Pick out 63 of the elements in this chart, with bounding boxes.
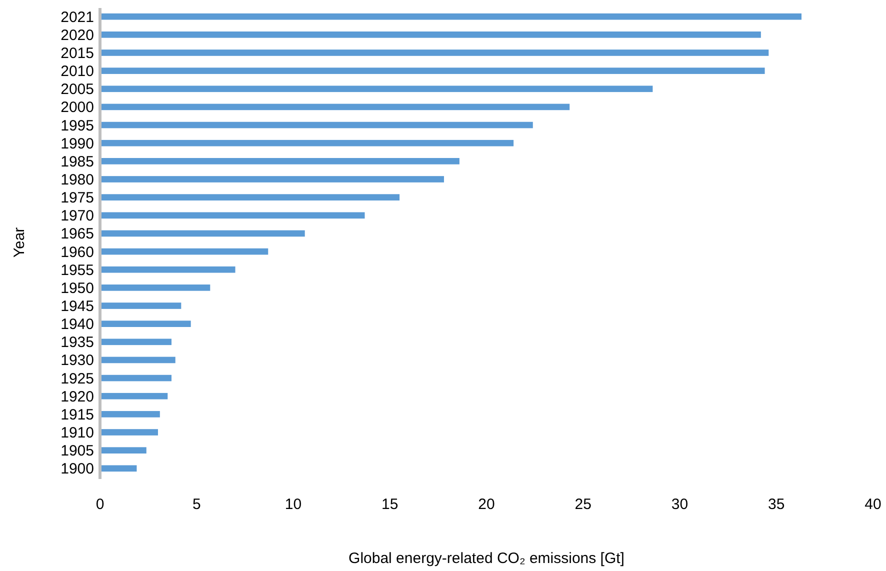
bar bbox=[100, 31, 761, 38]
bar bbox=[100, 50, 769, 56]
bar bbox=[100, 284, 210, 291]
x-tick-label: 30 bbox=[671, 496, 688, 513]
bar bbox=[100, 320, 191, 327]
y-tick-label: 1915 bbox=[60, 406, 94, 424]
bar bbox=[100, 194, 400, 200]
bar bbox=[100, 429, 158, 436]
y-tick-label: 1980 bbox=[60, 171, 94, 188]
y-tick-label: 1910 bbox=[60, 424, 94, 442]
bar bbox=[100, 86, 653, 92]
y-tick-label: 1975 bbox=[60, 190, 94, 207]
y-tick-label: 1990 bbox=[60, 135, 94, 152]
bar bbox=[100, 374, 172, 382]
bar bbox=[100, 212, 365, 219]
bar bbox=[100, 465, 137, 472]
x-tick-label: 10 bbox=[284, 496, 302, 513]
y-tick-label: 2020 bbox=[60, 26, 94, 44]
bar bbox=[100, 140, 514, 146]
bar bbox=[100, 248, 268, 255]
y-tick-label: 1940 bbox=[60, 316, 94, 334]
bar bbox=[100, 266, 236, 273]
x-tick-label: 0 bbox=[96, 496, 104, 513]
y-tick-label: 1955 bbox=[60, 262, 94, 279]
x-tick-label: 25 bbox=[574, 496, 592, 513]
bar bbox=[100, 158, 460, 164]
bar bbox=[100, 356, 176, 364]
y-tick-label: 1935 bbox=[60, 334, 94, 352]
y-tick-label: 1950 bbox=[60, 280, 94, 297]
bar bbox=[100, 392, 168, 400]
y-tick-label: 1905 bbox=[60, 442, 94, 460]
y-tick-label: 2015 bbox=[60, 44, 94, 62]
bar bbox=[100, 176, 444, 182]
y-tick-label: 1925 bbox=[60, 370, 94, 388]
bar bbox=[100, 104, 570, 110]
x-tick-label: 40 bbox=[864, 496, 882, 513]
y-tick-label: 1920 bbox=[60, 388, 94, 406]
bar bbox=[100, 230, 305, 237]
y-tick-label: 1930 bbox=[60, 352, 94, 370]
y-tick-label: 2010 bbox=[60, 63, 94, 80]
y-axis-title: Year bbox=[11, 227, 28, 258]
y-tick-label: 1900 bbox=[60, 460, 94, 478]
y-tick-label: 1960 bbox=[60, 244, 94, 261]
bar bbox=[100, 411, 160, 418]
y-tick-label: 1995 bbox=[60, 117, 94, 134]
x-axis-title: Global energy-related CO₂ emissions [Gt] bbox=[348, 550, 624, 567]
y-tick-label: 1985 bbox=[60, 153, 94, 170]
bar bbox=[100, 338, 172, 346]
y-tick-label: 2005 bbox=[60, 81, 94, 98]
bar bbox=[100, 447, 146, 454]
y-tick-label: 1965 bbox=[60, 226, 94, 243]
y-tick-label: 1945 bbox=[60, 298, 94, 316]
bar bbox=[100, 122, 533, 128]
x-tick-label: 15 bbox=[382, 496, 398, 513]
x-tick-label: 35 bbox=[768, 496, 785, 513]
bar bbox=[100, 302, 182, 309]
bar bbox=[100, 13, 802, 20]
x-tick-label: 5 bbox=[192, 496, 201, 513]
y-tick-label: 2000 bbox=[60, 99, 94, 116]
x-tick-label: 20 bbox=[478, 496, 495, 513]
bar bbox=[100, 68, 765, 74]
y-tick-label: 1970 bbox=[60, 208, 94, 225]
y-tick-label: 2021 bbox=[60, 8, 94, 26]
